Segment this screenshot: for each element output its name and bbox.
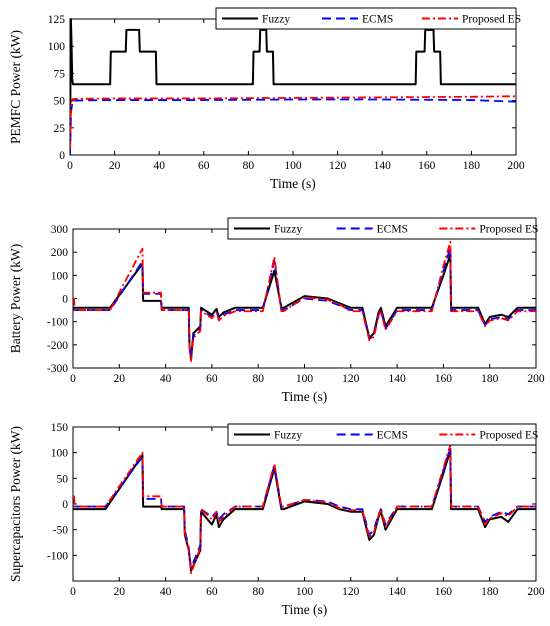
x-tick-label: 40 (160, 586, 172, 598)
x-tick-label: 100 (296, 586, 314, 598)
x-tick-label: 100 (296, 373, 314, 385)
legend-label: Proposed ES (479, 224, 538, 236)
x-tick-label: 60 (206, 373, 218, 385)
x-tick-label: 200 (507, 160, 525, 172)
y-tick-label: -300 (47, 363, 68, 375)
chart-panel-1: 0 20 40 60 80 100 120 140 160 180 200 0 25 50 75 100 125… (8, 7, 525, 191)
x-tick-label: 120 (329, 160, 347, 172)
y-tick-label: 50 (54, 96, 66, 108)
x-tick-label: 0 (70, 373, 76, 385)
x-axis-label: Time (s) (282, 602, 328, 617)
x-axis-label: Time (s) (282, 389, 328, 404)
series-line-ecms (73, 246, 536, 359)
series-line-proposed-es (73, 240, 536, 362)
y-axis-label: Battery Power (kW) (8, 244, 23, 353)
legend-label: ECMS (377, 224, 408, 236)
chart-panel-3: 0 20 40 60 80 100 120 140 160 180 200 -100 -50 0 50 100… (8, 422, 545, 617)
y-tick-label: -200 (47, 340, 68, 352)
series-line-fuzzy (70, 18, 516, 156)
y-axis-label: Supercapacitors Power (kW) (8, 426, 23, 582)
y-tick-label: 0 (59, 150, 65, 162)
y-tick-label: 100 (51, 448, 69, 460)
x-tick-label: 200 (527, 586, 545, 598)
x-tick-label: 180 (481, 586, 499, 598)
y-tick-label: -100 (47, 550, 68, 562)
x-tick-label: 20 (114, 586, 126, 598)
legend-label: Proposed ES (479, 430, 538, 442)
x-tick-label: 180 (463, 160, 481, 172)
legend: Fuzzy ECMS Proposed ES (227, 217, 538, 240)
series-line-proposed-es (70, 95, 516, 150)
legend-label: Proposed ES (462, 14, 521, 26)
x-tick-label: 0 (67, 160, 73, 172)
x-tick-label: 20 (114, 373, 126, 385)
y-tick-label: 200 (51, 247, 69, 259)
x-tick-label: 60 (198, 160, 210, 172)
plot-area (69, 18, 517, 156)
y-axis-label: PEMFC Power (kW) (8, 30, 23, 144)
legend-label: ECMS (377, 430, 408, 442)
x-tick-label: 0 (70, 586, 76, 598)
legend: Fuzzy ECMS Proposed ES (215, 7, 521, 30)
x-axis-label: Time (s) (270, 176, 316, 191)
legend-label: Fuzzy (274, 224, 302, 236)
y-tick-label: 150 (51, 422, 69, 434)
y-tick-label: 125 (48, 14, 66, 26)
legend-box (227, 423, 537, 446)
chart-panel-2: 0 20 40 60 80 100 120 140 160 180 200 -300 -200 -100 0… (8, 217, 545, 404)
x-tick-label: 200 (527, 373, 545, 385)
x-tick-label: 80 (252, 373, 264, 385)
legend-label: Fuzzy (262, 14, 290, 26)
x-tick-label: 40 (153, 160, 165, 172)
y-tick-label: 0 (62, 294, 68, 306)
x-tick-label: 160 (435, 373, 453, 385)
y-tick-label: 100 (48, 41, 66, 53)
y-tick-label: 25 (54, 123, 66, 135)
x-tick-label: 180 (481, 373, 499, 385)
x-tick-label: 140 (374, 160, 392, 172)
series-group (70, 18, 516, 156)
y-tick-label: 75 (54, 68, 66, 80)
y-tick-label: 0 (62, 499, 68, 511)
x-tick-label: 120 (342, 586, 360, 598)
series-group (73, 444, 536, 575)
x-tick-label: 140 (388, 586, 406, 598)
y-tick-label: 100 (51, 270, 69, 282)
y-tick-label: 300 (51, 224, 69, 236)
x-tick-label: 80 (243, 160, 255, 172)
x-tick-label: 160 (435, 586, 453, 598)
x-tick-label: 20 (109, 160, 121, 172)
legend-label: ECMS (362, 14, 393, 26)
series-group (73, 240, 536, 362)
y-tick-label: -100 (47, 317, 68, 329)
x-tick-label: 140 (388, 373, 406, 385)
y-tick-label: 50 (57, 473, 69, 485)
series-line-proposed-es (73, 444, 536, 575)
x-tick-label: 40 (160, 373, 172, 385)
x-tick-label: 60 (206, 586, 218, 598)
series-line-fuzzy (73, 449, 536, 572)
x-tick-label: 120 (342, 373, 360, 385)
x-tick-label: 100 (284, 160, 302, 172)
legend-label: Fuzzy (274, 430, 302, 442)
y-tick-label: -50 (53, 525, 69, 537)
legend-box (227, 217, 537, 240)
x-tick-label: 160 (418, 160, 436, 172)
x-tick-label: 80 (252, 586, 264, 598)
series-line-ecms (70, 98, 516, 156)
legend-box (215, 7, 517, 30)
legend: Fuzzy ECMS Proposed ES (227, 423, 538, 446)
